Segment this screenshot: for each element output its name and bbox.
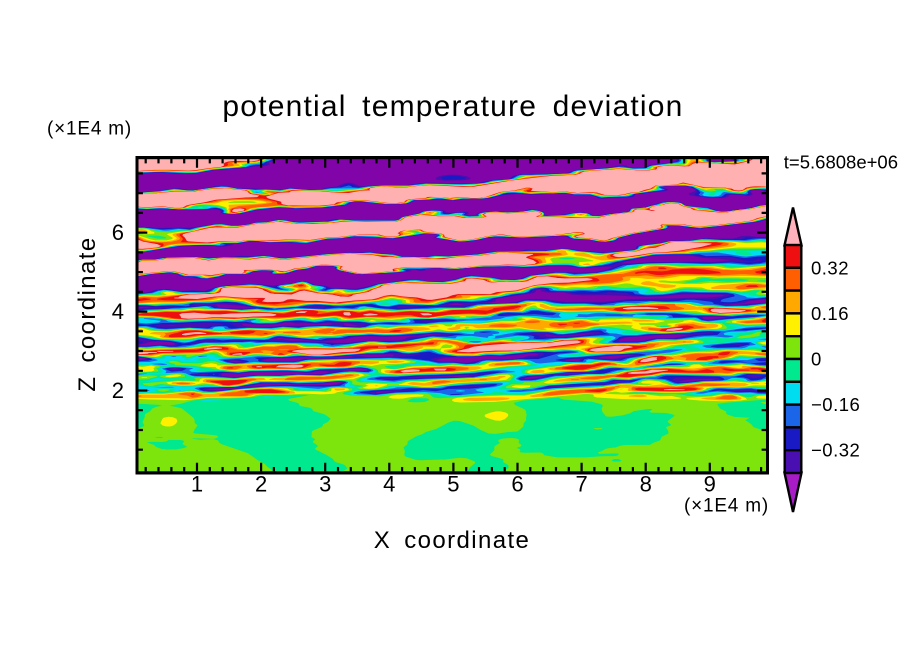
- svg-text:−0.32: −0.32: [811, 440, 860, 461]
- svg-text:0.16: 0.16: [811, 303, 849, 324]
- svg-text:X coordinate: X coordinate: [374, 527, 531, 554]
- svg-text:3: 3: [319, 472, 331, 497]
- svg-text:−0.16: −0.16: [811, 394, 860, 415]
- svg-text:Z coordinate: Z coordinate: [74, 236, 101, 391]
- svg-text:0.32: 0.32: [811, 257, 849, 278]
- svg-text:(×1E4 m): (×1E4 m): [684, 496, 769, 517]
- svg-text:6: 6: [112, 220, 124, 245]
- svg-text:5: 5: [447, 472, 459, 497]
- svg-text:9: 9: [704, 472, 716, 497]
- svg-text:2: 2: [255, 472, 267, 497]
- svg-text:1: 1: [191, 472, 203, 497]
- svg-text:(×1E4 m): (×1E4 m): [47, 119, 132, 140]
- svg-text:2: 2: [112, 378, 124, 403]
- svg-text:potential temperature deviatio: potential temperature deviation: [222, 90, 683, 123]
- svg-text:4: 4: [383, 472, 395, 497]
- svg-text:t=5.6808e+06: t=5.6808e+06: [784, 152, 898, 173]
- svg-text:6: 6: [511, 472, 523, 497]
- svg-text:4: 4: [112, 299, 124, 324]
- svg-text:7: 7: [575, 472, 587, 497]
- svg-text:0: 0: [811, 349, 822, 370]
- svg-text:8: 8: [640, 472, 652, 497]
